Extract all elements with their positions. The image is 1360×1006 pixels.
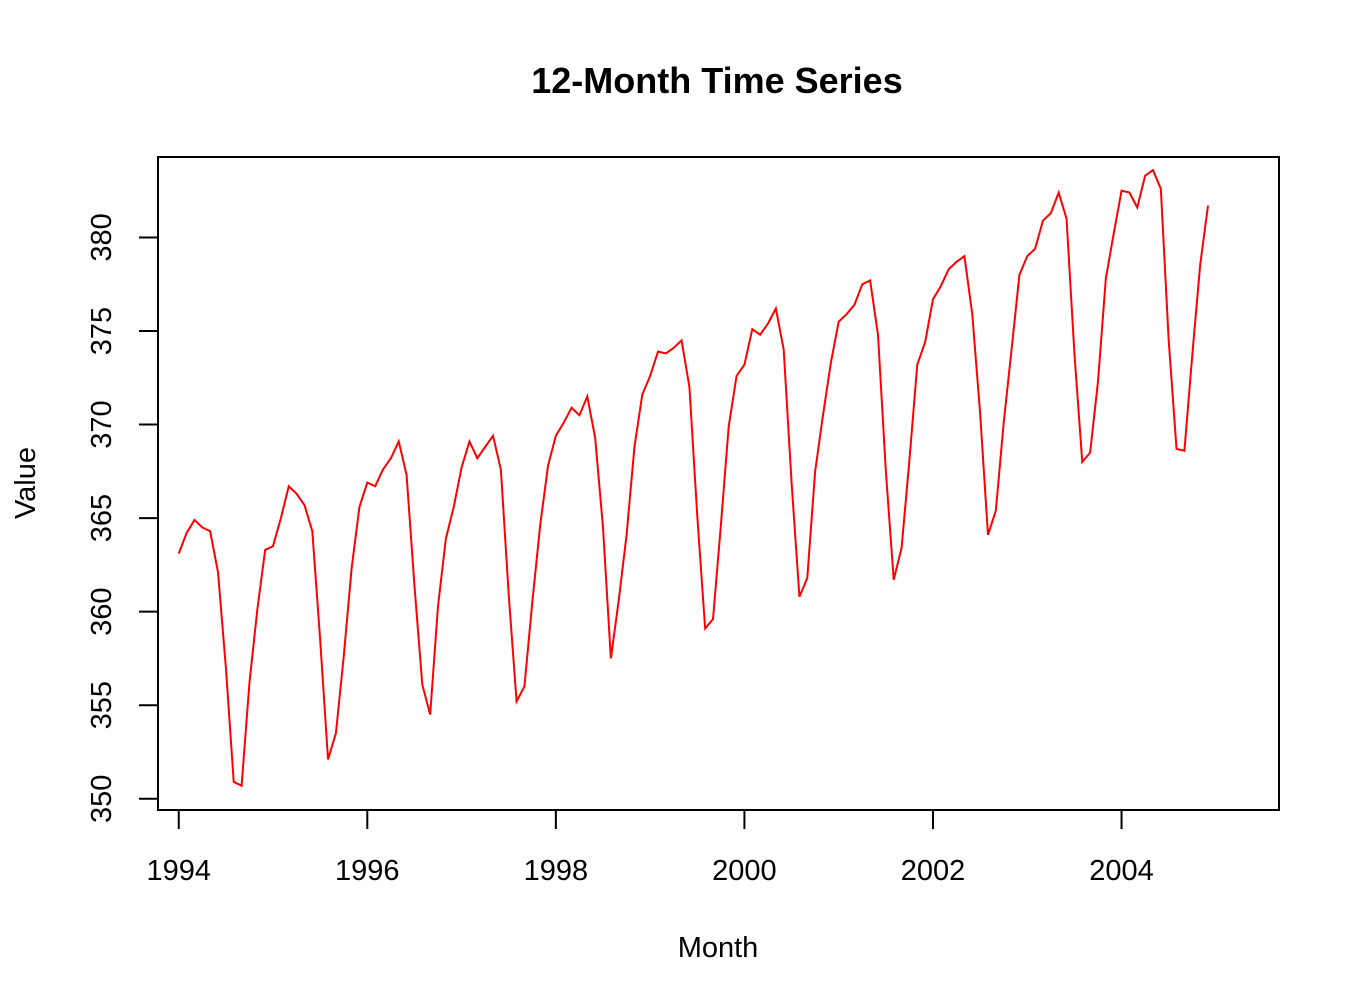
y-tick-label: 360 bbox=[86, 587, 118, 635]
x-tick-label: 1996 bbox=[335, 855, 400, 887]
series-line bbox=[177, 168, 1209, 788]
y-tick-label: 380 bbox=[86, 213, 118, 261]
y-tick-label: 375 bbox=[86, 307, 118, 355]
x-tick-label: 1998 bbox=[524, 855, 589, 887]
series-layer bbox=[177, 168, 1209, 788]
y-tick-label: 355 bbox=[86, 681, 118, 729]
x-axis-label: Month bbox=[678, 932, 759, 964]
chart-title: 12-Month Time Series bbox=[531, 60, 902, 101]
x-tick-label: 2002 bbox=[901, 855, 966, 887]
x-axis: 1994 1996 1998 2000 2002 2004 bbox=[146, 809, 1154, 887]
y-tick-label: 350 bbox=[86, 775, 118, 823]
x-tick-label: 2000 bbox=[712, 855, 777, 887]
x-tick-label: 1994 bbox=[146, 855, 211, 887]
y-axis-label: Value bbox=[10, 447, 42, 519]
y-tick-label: 370 bbox=[86, 400, 118, 448]
y-tick-label: 365 bbox=[86, 494, 118, 542]
x-tick-label: 2004 bbox=[1089, 855, 1154, 887]
y-axis: 350 355 360 365 370 375 380 bbox=[86, 213, 159, 823]
